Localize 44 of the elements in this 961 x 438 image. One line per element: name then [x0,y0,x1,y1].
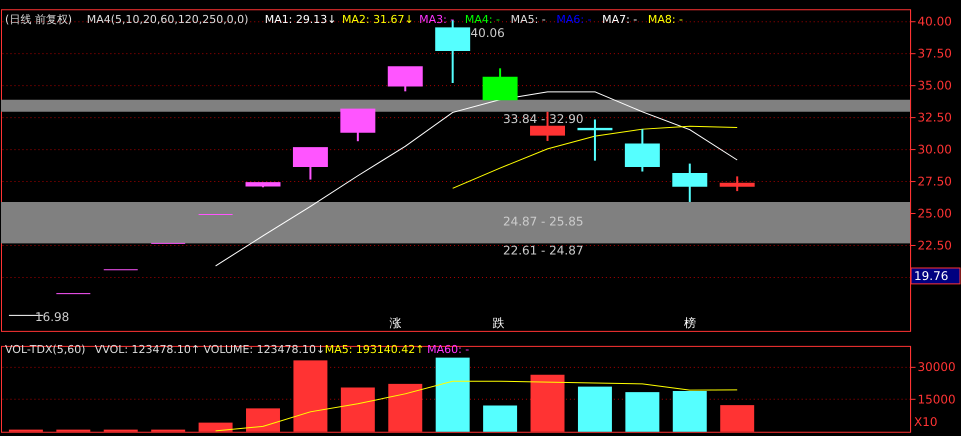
text: MA1: 29.13↓ [264,13,336,26]
legend-label: MA7: - [602,13,638,26]
line-series [215,91,738,266]
y-tick-label: 32.50 [918,110,952,124]
annotation: 16.98 [34,310,70,324]
y-tick-label: 25.00 [918,206,952,220]
chart-title: (日线 前复权) [4,13,72,26]
y-tick-label: 37.50 [918,46,952,60]
bar [436,358,470,432]
annotation: 涨 [390,316,402,330]
band-label: 33.84 - 32.90 [502,112,584,126]
text: MA2: 31.67↓ [342,13,414,26]
line-series [215,380,738,432]
annotation: 跌 [492,316,504,330]
text: X10 [914,414,938,429]
y-tick-label: 22.50 [918,238,952,252]
legend-label: MA8: - [648,13,684,26]
legend-label: MA5: - [510,13,546,26]
annotation: VOLUME: 123478.10↓ [203,342,326,356]
annotation: 榜 [684,316,696,330]
legend-label: MA3: - [419,13,454,26]
line-series [452,126,738,189]
chart-subtitle: MA4(5,10,20,60,120,250,0,0) [86,13,248,26]
y-tick-label: 35.00 [918,78,952,92]
chart-title: VOL-TDX(5,60) [4,342,86,356]
annotation: VVOL: 123478.10↑ [94,342,200,356]
y-tick-label: 40.00 [918,14,952,28]
bar [672,390,707,432]
band-label: 22.61 - 24.87 [502,243,584,258]
y-tick-label: 15000 [918,392,956,407]
bar [483,406,518,432]
text: 19.76 [914,268,948,283]
candlestick [720,175,755,192]
y-tick-label: 30.00 [918,142,952,156]
annotation: 40.06 [470,26,505,40]
bar [625,392,660,432]
text: MA5: 193140.42↑ [324,342,424,356]
legend-label: MA4: - [464,13,500,26]
y-tick-label: 30000 [918,360,956,374]
band-label: 24.87 - 25.85 [502,214,584,228]
legend-label: MA6: - [556,13,592,26]
legend-label: MA60: - [427,342,470,356]
bar [578,386,612,432]
y-tick-label: 27.50 [918,174,952,188]
